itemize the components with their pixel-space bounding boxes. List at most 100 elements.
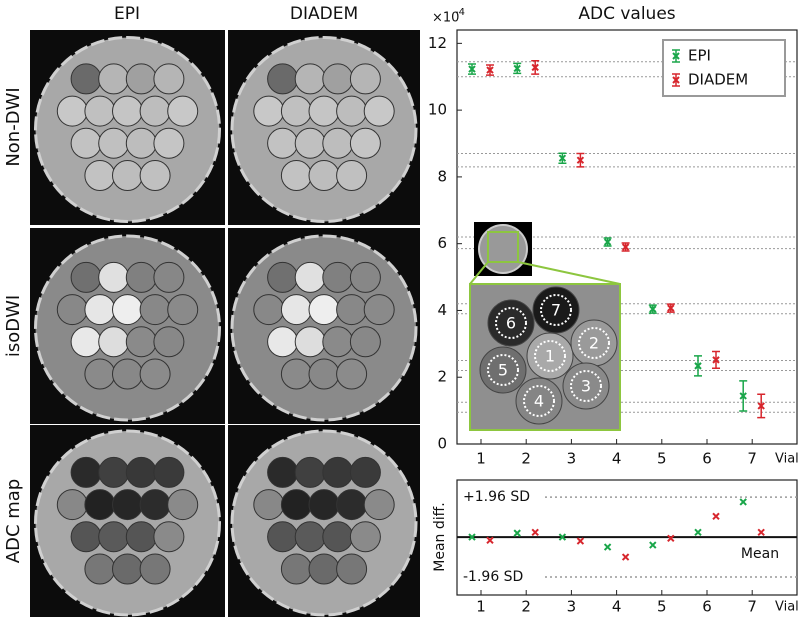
vial <box>322 127 354 159</box>
data-point <box>694 528 702 537</box>
vial <box>139 95 171 127</box>
data-point <box>649 305 657 313</box>
vial <box>253 489 285 521</box>
data-point <box>621 243 630 251</box>
vial <box>167 95 199 127</box>
vial <box>70 127 102 159</box>
vial <box>294 261 326 293</box>
vial <box>84 358 116 390</box>
vial <box>139 294 171 326</box>
inset-vial <box>487 299 535 347</box>
vial <box>267 326 299 358</box>
column-title: DIADEM <box>290 4 358 24</box>
vial <box>70 261 102 293</box>
vial <box>98 326 130 358</box>
data-point <box>513 529 521 537</box>
vial <box>70 326 102 358</box>
inset-roi <box>523 385 555 417</box>
x-tick-label: 3 <box>567 598 577 616</box>
data-point <box>531 63 539 72</box>
vial <box>336 160 368 191</box>
vial <box>363 95 395 127</box>
vial <box>70 456 102 488</box>
vial <box>112 294 143 326</box>
data-point <box>558 154 567 162</box>
vial <box>267 63 299 95</box>
inset-label: 1 <box>545 347 555 366</box>
vial <box>125 127 157 159</box>
vial <box>336 95 368 127</box>
inset-label: 5 <box>498 361 508 380</box>
vial <box>336 489 368 521</box>
x-tick-label: 4 <box>612 598 622 616</box>
vial <box>98 261 130 293</box>
x-tick-label: 7 <box>747 450 757 468</box>
vial <box>280 294 312 326</box>
vial <box>153 261 185 293</box>
vial <box>98 127 130 159</box>
inset-label: 2 <box>589 334 599 353</box>
vial <box>349 63 381 95</box>
data-point <box>468 65 476 73</box>
vial <box>84 553 116 585</box>
data-point <box>576 537 585 545</box>
vial <box>253 294 285 326</box>
data-point <box>649 541 657 549</box>
vial <box>112 358 143 390</box>
vial <box>139 553 171 585</box>
vial <box>280 95 312 127</box>
vial <box>349 456 381 488</box>
inset-roi <box>570 370 602 402</box>
row-label: Non-DWI <box>3 87 24 166</box>
y-tick-label: 2 <box>437 368 447 386</box>
vial <box>98 521 130 553</box>
y-axis-label: Mean diff. <box>432 502 448 571</box>
vial <box>336 358 368 390</box>
data-point <box>531 528 539 537</box>
x-tick-label: 6 <box>702 598 712 616</box>
vial <box>56 489 88 521</box>
vial <box>98 63 130 95</box>
vial <box>84 489 116 521</box>
image-panels: EPI DIADEM Non-DWI isoDWI ADC map <box>3 4 420 617</box>
reference-label: Mean <box>741 546 779 562</box>
data-point <box>558 533 567 541</box>
x-tick-label: 3 <box>567 450 577 468</box>
inset-roi <box>540 294 572 326</box>
vial <box>153 456 185 488</box>
vial <box>308 489 340 521</box>
x-tick-label: 1 <box>476 450 486 468</box>
vial <box>308 553 340 585</box>
y-tick-label: 8 <box>437 167 447 185</box>
vial <box>167 489 199 521</box>
data-point <box>667 534 675 543</box>
legend-marker <box>672 76 680 84</box>
vial <box>280 489 312 521</box>
inset-connector <box>469 261 621 285</box>
phantom-outline <box>34 234 221 422</box>
vial <box>84 95 116 127</box>
inset-thumbnail-highlight <box>487 231 519 263</box>
chart-title: ADC values <box>578 4 675 24</box>
x-tick-label: 7 <box>747 598 757 616</box>
data-point <box>576 156 585 164</box>
reference-label: +1.96 SD <box>463 489 530 505</box>
data-point <box>757 528 765 537</box>
row-label: isoDWI <box>3 295 24 357</box>
inset-label: 7 <box>551 301 561 320</box>
vial <box>125 326 157 358</box>
vial <box>70 521 102 553</box>
y-tick-label: 0 <box>437 435 447 453</box>
data-point <box>712 512 720 521</box>
data-point <box>739 498 747 506</box>
phantom-outline <box>230 429 418 617</box>
x-tick-label: 1 <box>476 598 486 616</box>
vial <box>336 294 368 326</box>
vial <box>294 127 326 159</box>
phantom-outline <box>34 36 221 223</box>
legend-marker <box>672 52 680 60</box>
vial <box>167 294 199 326</box>
vial <box>267 127 299 159</box>
data-point <box>603 238 612 246</box>
